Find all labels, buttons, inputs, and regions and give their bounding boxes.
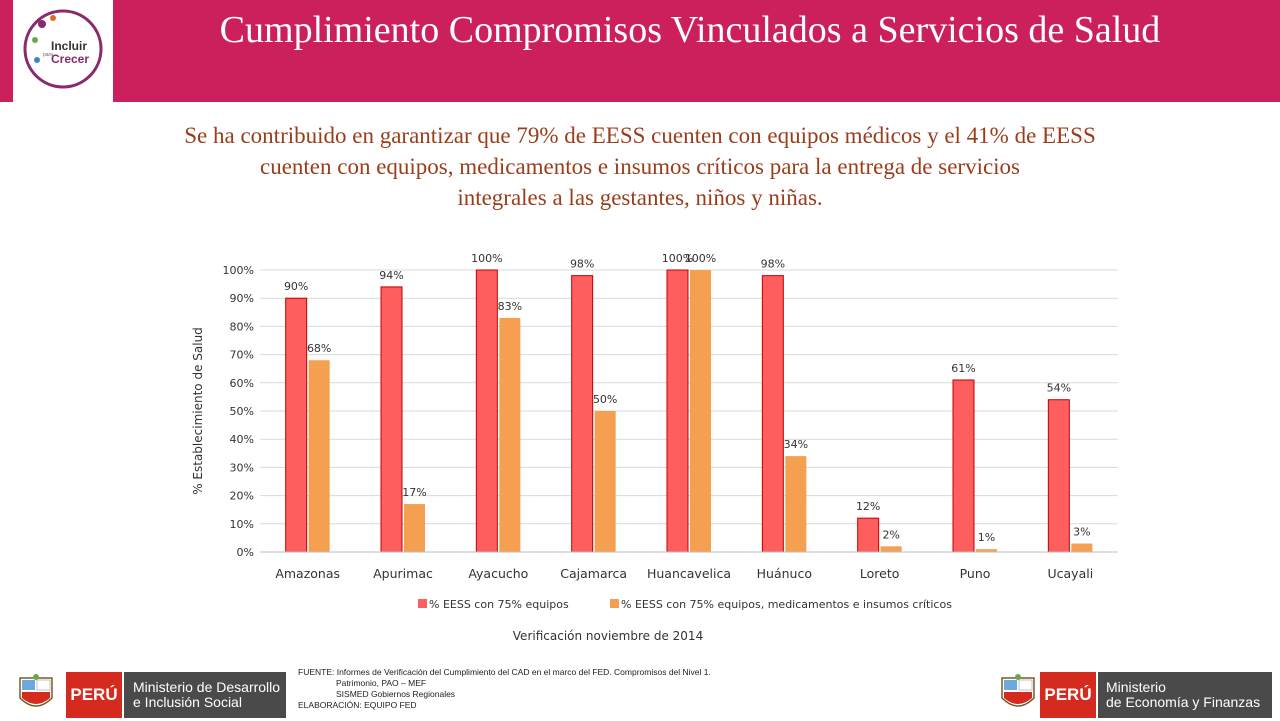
y-tick-label: 70% bbox=[230, 349, 254, 362]
y-tick-label: 0% bbox=[237, 546, 254, 559]
bar bbox=[594, 411, 616, 552]
data-label: 17% bbox=[402, 486, 426, 499]
y-tick-label: 20% bbox=[230, 490, 254, 503]
data-label: 54% bbox=[1047, 382, 1071, 395]
peru-crest-icon bbox=[14, 672, 58, 721]
bar-chart: 0% 10% 20% 30% 40% 50% 60% 70% 80% 90% 100% % Estab… bbox=[191, 252, 1118, 643]
svg-text:Crecer: Crecer bbox=[51, 52, 89, 66]
y-tick-label: 90% bbox=[230, 292, 254, 305]
midis-ministry-box: Ministerio de Desarrollo e Inclusión Soc… bbox=[124, 672, 286, 718]
data-label: 2% bbox=[882, 528, 899, 541]
y-tick-label: 80% bbox=[230, 320, 254, 333]
source-line-2: Patrimonio, PAO – MEF bbox=[336, 678, 427, 688]
legend-label: % EESS con 75% equipos bbox=[429, 598, 569, 611]
y-tick-label: 10% bbox=[230, 518, 254, 531]
bar bbox=[571, 275, 594, 553]
data-label: 34% bbox=[784, 438, 808, 451]
legend-swatch bbox=[418, 599, 427, 608]
y-axis-label: % Establecimiento de Salud bbox=[191, 327, 205, 495]
bar bbox=[308, 360, 330, 552]
data-label: 94% bbox=[379, 269, 403, 282]
x-tick-label: Cajamarca bbox=[560, 566, 627, 581]
svg-text:para: para bbox=[43, 52, 53, 58]
svg-text:Incluir: Incluir bbox=[51, 39, 87, 53]
data-label: 3% bbox=[1073, 526, 1090, 539]
bar bbox=[1071, 543, 1093, 552]
x-tick-label: Amazonas bbox=[275, 566, 340, 581]
y-tick-label: 60% bbox=[230, 377, 254, 390]
source-line-1: FUENTE: Informes de Verificación del Cum… bbox=[298, 667, 711, 677]
x-tick-label: Puno bbox=[960, 566, 991, 581]
data-label: 90% bbox=[284, 280, 308, 293]
y-tick-label: 30% bbox=[230, 461, 254, 474]
bar bbox=[499, 317, 521, 552]
bar bbox=[690, 270, 711, 552]
bar bbox=[666, 269, 689, 553]
x-tick-label: Loreto bbox=[860, 566, 900, 581]
x-tick-label: Huancavelica bbox=[647, 566, 731, 581]
source-line-4: ELABORACIÓN: EQUIPO FED bbox=[298, 700, 417, 710]
legend-label: % EESS con 75% equipos, medicamentos e i… bbox=[621, 598, 952, 611]
bar bbox=[857, 517, 880, 553]
data-label: 100% bbox=[662, 252, 693, 265]
bar bbox=[285, 297, 308, 553]
data-label: 12% bbox=[856, 500, 880, 513]
x-tick-label: Huánuco bbox=[757, 566, 812, 581]
data-label: 61% bbox=[951, 362, 975, 375]
x-tick-label: Apurimac bbox=[373, 566, 433, 581]
y-tick-label: 50% bbox=[230, 405, 254, 418]
x-tick-label: Ucayali bbox=[1047, 566, 1093, 581]
bar bbox=[785, 456, 807, 552]
peru-label-left: PERÚ bbox=[66, 672, 122, 718]
y-tick-label: 100% bbox=[223, 264, 254, 277]
source-line-3: SISMED Gobiernos Regionales bbox=[336, 689, 456, 699]
peru-crest-icon bbox=[996, 672, 1040, 721]
incluir-crecer-logo: Incluir Crecer para bbox=[13, 0, 113, 102]
mef-line-1: Ministerio bbox=[1106, 679, 1166, 695]
mef-ministry-box: Ministerio de Economía y Finanzas bbox=[1098, 672, 1272, 718]
subtitle-line-1: Se ha contribuido en garantizar que 79% … bbox=[184, 123, 1096, 148]
legend-swatch bbox=[610, 599, 619, 608]
data-label: 83% bbox=[498, 300, 522, 313]
bar bbox=[761, 275, 784, 553]
subtitle-line-3: integrales a las gestantes, niños y niña… bbox=[457, 185, 823, 210]
subtitle-line-2: cuenten con equipos, medicamentos e insu… bbox=[259, 154, 1021, 179]
midis-line-2: e Inclusión Social bbox=[133, 694, 242, 710]
bar bbox=[976, 549, 997, 552]
data-label: 98% bbox=[761, 258, 785, 271]
header-bar bbox=[0, 0, 1280, 102]
peru-label-right: PERÚ bbox=[1040, 672, 1096, 718]
data-label: 100% bbox=[471, 252, 502, 265]
bar bbox=[404, 504, 425, 552]
midis-line-1: Ministerio de Desarrollo bbox=[133, 679, 281, 695]
bar bbox=[380, 286, 403, 553]
mef-line-2: de Economía y Finanzas bbox=[1106, 694, 1261, 710]
bar bbox=[1047, 399, 1070, 553]
data-label: 98% bbox=[570, 258, 594, 271]
x-tick-label: Ayacucho bbox=[468, 566, 528, 581]
bar bbox=[475, 269, 498, 553]
y-tick-label: 40% bbox=[230, 433, 254, 446]
data-label: 50% bbox=[593, 393, 617, 406]
page-title: Cumplimiento Compromisos Vinculados a Se… bbox=[219, 9, 1161, 51]
data-label: 68% bbox=[307, 342, 331, 355]
x-axis-label: Verificación noviembre de 2014 bbox=[513, 629, 703, 643]
data-label: 100% bbox=[685, 252, 716, 265]
bar bbox=[952, 379, 975, 553]
data-label: 1% bbox=[978, 531, 995, 544]
bar bbox=[880, 546, 902, 552]
source-note: FUENTE: Informes de Verificación del Cum… bbox=[298, 667, 711, 711]
subtitle: Se ha contribuido en garantizar que 79% … bbox=[40, 120, 1240, 213]
